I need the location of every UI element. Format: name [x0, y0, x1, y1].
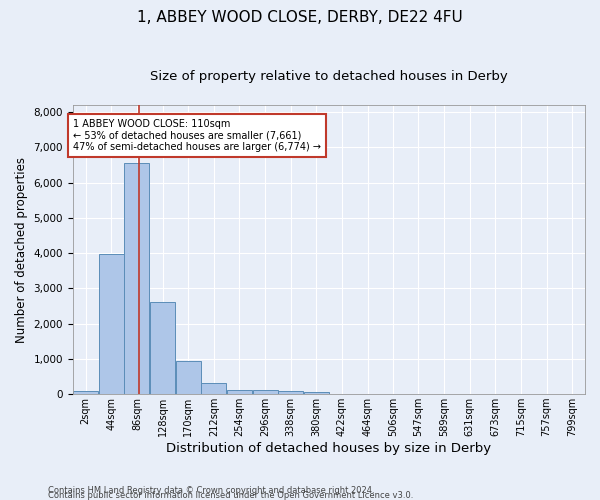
Text: 1, ABBEY WOOD CLOSE, DERBY, DE22 4FU: 1, ABBEY WOOD CLOSE, DERBY, DE22 4FU: [137, 10, 463, 25]
Title: Size of property relative to detached houses in Derby: Size of property relative to detached ho…: [150, 70, 508, 83]
Text: 1 ABBEY WOOD CLOSE: 110sqm
← 53% of detached houses are smaller (7,661)
47% of s: 1 ABBEY WOOD CLOSE: 110sqm ← 53% of deta…: [73, 119, 321, 152]
Bar: [99, 254, 124, 394]
Bar: [253, 390, 278, 394]
Text: Contains HM Land Registry data © Crown copyright and database right 2024.: Contains HM Land Registry data © Crown c…: [48, 486, 374, 495]
Bar: [304, 392, 329, 394]
Bar: [150, 302, 175, 394]
Text: Contains public sector information licensed under the Open Government Licence v3: Contains public sector information licen…: [48, 491, 413, 500]
X-axis label: Distribution of detached houses by size in Derby: Distribution of detached houses by size …: [166, 442, 491, 455]
Y-axis label: Number of detached properties: Number of detached properties: [15, 156, 28, 342]
Bar: [124, 163, 149, 394]
Bar: [227, 390, 252, 394]
Bar: [278, 391, 303, 394]
Bar: [201, 383, 226, 394]
Bar: [73, 392, 98, 394]
Bar: [176, 360, 200, 394]
